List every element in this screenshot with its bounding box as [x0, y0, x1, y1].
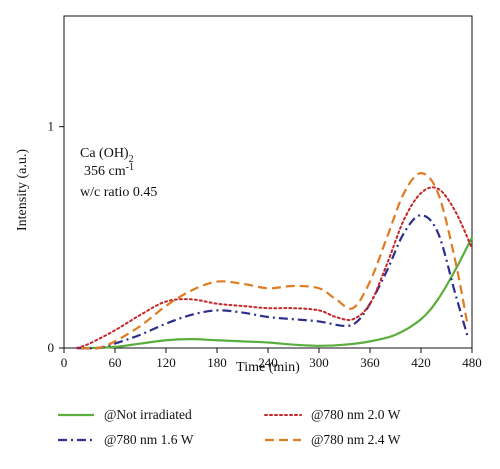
- series-line-1: [76, 236, 473, 350]
- legend-label: @780 nm 2.4 W: [311, 432, 401, 447]
- axis-ticks: 0 60 120 180 240 300 360 420 480 0 1: [48, 119, 482, 370]
- series-line-4: [80, 172, 469, 350]
- legend-label: @Not irradiated: [104, 407, 192, 422]
- x-tick-label: 240: [258, 355, 278, 370]
- annotation-wavenumber: 356 cm-1: [84, 162, 134, 179]
- legend-label: @780 nm 1.6 W: [104, 432, 194, 447]
- annotation-wc-ratio: w/c ratio 0.45: [80, 185, 157, 200]
- annotation-compound: Ca (OH)2: [80, 146, 134, 165]
- x-tick-label: 420: [411, 355, 431, 370]
- x-tick-label: 180: [207, 355, 227, 370]
- y-tick-label: 0: [48, 340, 55, 355]
- legend: @Not irradiated @780 nm 1.6 W @780 nm 2.0 …: [58, 407, 401, 447]
- x-tick-label: 300: [309, 355, 329, 370]
- x-tick-label: 120: [156, 355, 176, 370]
- series-layer: [75, 172, 473, 350]
- y-axis-title: Intensity (a.u.): [15, 149, 30, 231]
- x-axis-title: Time (min): [236, 360, 300, 375]
- legend-label: @780 nm 2.0 W: [311, 407, 401, 422]
- series-line-2: [76, 214, 469, 350]
- series-line-3: [75, 186, 473, 349]
- x-tick-label: 0: [61, 355, 68, 370]
- x-tick-label: 60: [109, 355, 122, 370]
- y-tick-label: 1: [48, 119, 55, 134]
- x-tick-label: 480: [462, 355, 482, 370]
- x-tick-label: 360: [360, 355, 380, 370]
